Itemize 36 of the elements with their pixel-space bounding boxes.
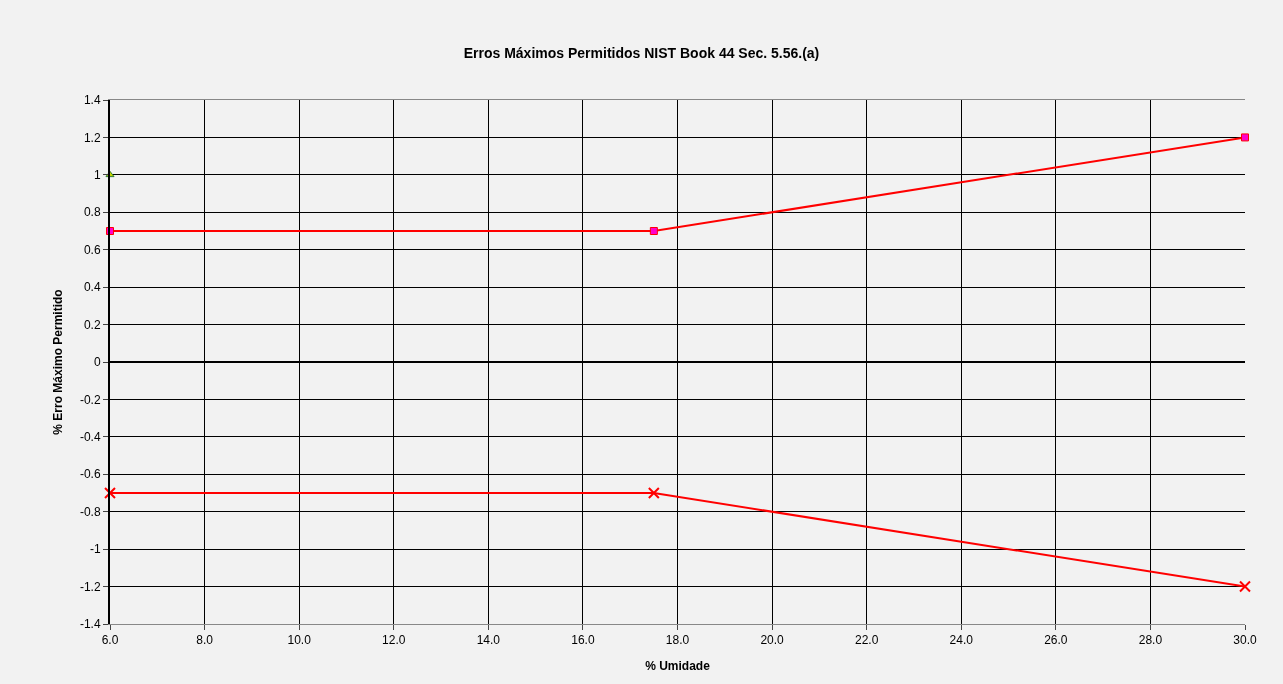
x-tick-label: 28.0 [1138, 633, 1163, 648]
point [649, 227, 658, 235]
y-tick-label: -0.8 [79, 504, 101, 519]
y-tick-label: 0.2 [83, 317, 101, 332]
x-tick-label: 16.0 [571, 633, 595, 648]
x-tick-label: 18.0 [665, 633, 690, 648]
x-tick-label: 14.0 [476, 633, 501, 648]
point [647, 487, 660, 499]
point [104, 487, 116, 499]
x-tick-label: 26.0 [1044, 633, 1068, 648]
x-tick-label: 6.0 [101, 633, 119, 648]
x-tick-label: 30.0 [1233, 633, 1257, 648]
x-axis-title: % Umidade [645, 659, 711, 674]
y-tick-label: -0.2 [79, 392, 101, 407]
x-tick-label: 20.0 [760, 633, 785, 648]
y-tick-label: 1.4 [83, 93, 101, 108]
point [1239, 580, 1251, 593]
y-tick-label: 0 [93, 355, 101, 370]
x-tick-label: 24.0 [949, 633, 974, 648]
y-tick-label: -1.4 [79, 617, 101, 632]
x-tick-label: 8.0 [196, 633, 214, 648]
y-tick-label: 0.4 [83, 280, 101, 295]
y-tick-label: -0.4 [79, 430, 101, 445]
y-tick-label: 1 [93, 168, 101, 183]
x-tick-label: 22.0 [854, 633, 879, 648]
y-tick-label: -1 [89, 542, 101, 557]
x-tick-label: 12.0 [382, 633, 406, 648]
y-tick-label: 1.2 [83, 130, 101, 145]
chart-title: Erros Máximos Permitidos NIST Book 44 Sec. 5.56.(a) [463, 44, 820, 61]
point [1241, 133, 1249, 142]
y-tick-label: -0.6 [79, 467, 101, 482]
x-tick-label: 10.0 [287, 633, 312, 648]
y-tick-label: 0.8 [83, 205, 101, 220]
y-tick-label: -1.2 [79, 579, 101, 594]
y-tick-label: 0.6 [83, 242, 101, 257]
y-axis-title: % Erro Máximo Permitido [50, 289, 65, 435]
